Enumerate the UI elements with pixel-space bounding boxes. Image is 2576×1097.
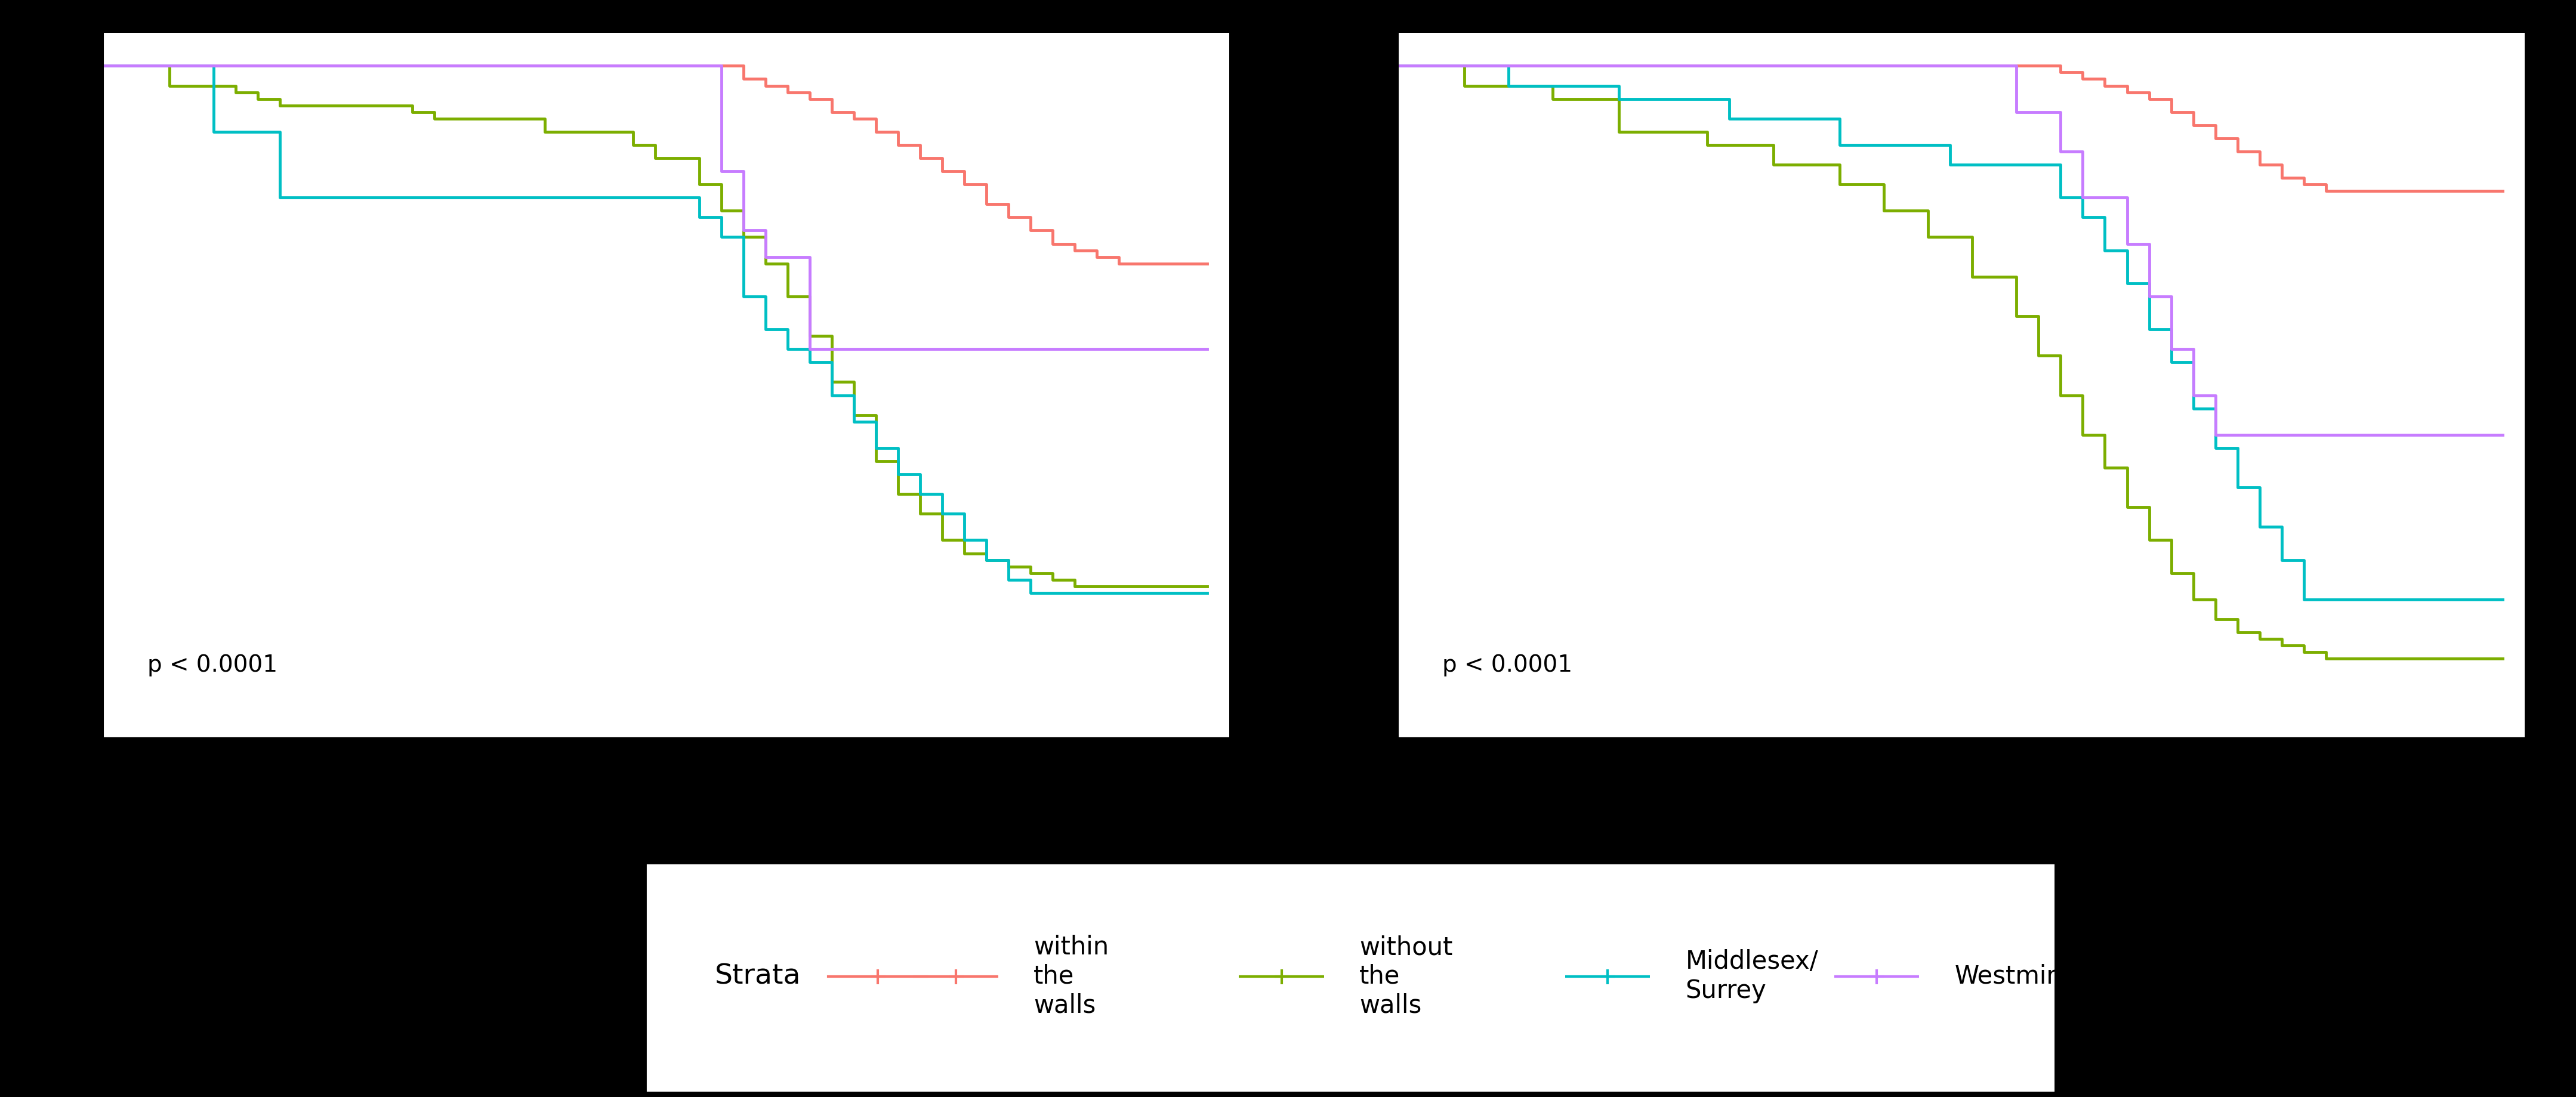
Text: Strata: Strata bbox=[714, 963, 801, 989]
Text: without
the
walls: without the walls bbox=[1360, 935, 1453, 1018]
Text: Middlesex/
Surrey: Middlesex/ Surrey bbox=[1685, 949, 1819, 1004]
Text: within
the
walls: within the walls bbox=[1033, 935, 1108, 1018]
Text: p < 0.0001: p < 0.0001 bbox=[147, 654, 278, 677]
Text: p < 0.0001: p < 0.0001 bbox=[1443, 654, 1571, 677]
FancyBboxPatch shape bbox=[647, 863, 2056, 1093]
Y-axis label: Survival probability: Survival probability bbox=[8, 257, 33, 513]
Text: Westminster: Westminster bbox=[1955, 964, 2110, 988]
